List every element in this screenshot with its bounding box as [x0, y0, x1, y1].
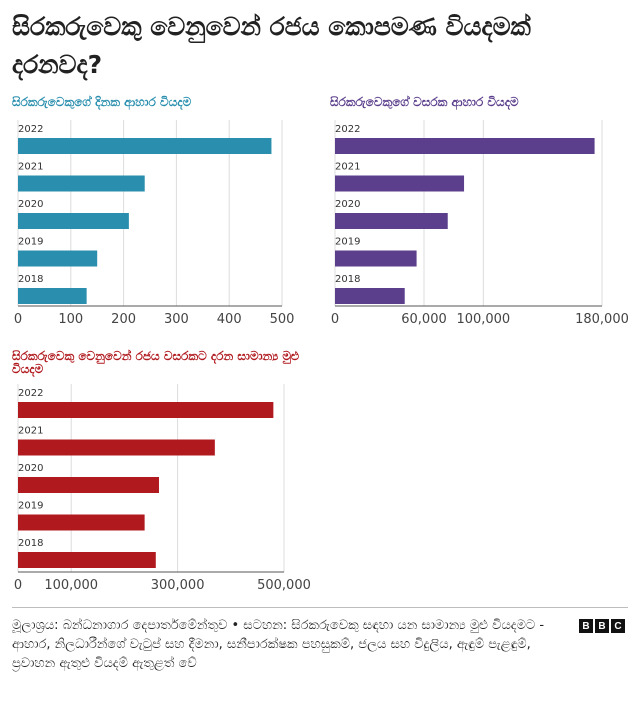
- category-label: 2019: [18, 501, 43, 512]
- bar: [18, 402, 274, 418]
- logo-letter: B: [579, 619, 593, 633]
- category-label: 2018: [18, 538, 43, 549]
- page-title: සිරකරුවෙකු වෙනුවෙන් රජය කොපමණ වියදමක් දර…: [12, 12, 531, 79]
- tick-label: 100: [58, 312, 83, 327]
- tick-label: 0: [14, 312, 22, 327]
- bar: [18, 175, 145, 192]
- chart-plot: 2022 2021 2020 2019 2018 0 100 200 300 400 500: [14, 120, 295, 327]
- tick-label: 300,000: [151, 578, 205, 593]
- category-label: 2020: [335, 199, 360, 210]
- bar: [335, 288, 405, 304]
- bar: [335, 138, 595, 154]
- logo-letter: B: [595, 619, 609, 633]
- logo-letter: C: [611, 619, 625, 633]
- tick-label: 100,000: [456, 312, 510, 327]
- bar: [18, 288, 87, 304]
- bar: [335, 175, 465, 192]
- footer-divider: [12, 607, 628, 608]
- chart-title: සිරකරුවෙකුගේ වසරක ආහාර වියදම: [330, 95, 519, 109]
- category-label: 2019: [335, 237, 360, 248]
- chart-plot: 2022 2021 2020 2019 2018 0 60,000 100,000 180,00…: [331, 120, 629, 327]
- chart-title: සිරකරුවෙකු වෙනුවෙන් රජය වසරකට දරන සාමාන්…: [12, 349, 300, 376]
- daily-food-cost-chart: සිරකරුවෙකුගේ දිනක ආහාර වියදම 2022 2021 202…: [12, 96, 302, 332]
- tick-label: 100,000: [44, 578, 98, 593]
- tick-label: 400: [217, 312, 242, 327]
- tick-label: 60,000: [401, 312, 447, 327]
- bar: [18, 250, 98, 267]
- category-label: 2021: [18, 162, 43, 173]
- bar: [335, 250, 417, 267]
- bar: [18, 213, 129, 229]
- category-label: 2019: [18, 237, 43, 248]
- tick-label: 0: [14, 578, 22, 593]
- tick-label: 180,000: [575, 312, 629, 327]
- tick-label: 300: [164, 312, 189, 327]
- annual-food-cost-chart: සිරකරුවෙකුගේ වසරක ආහාර වියදම 2022 2021 202…: [330, 96, 632, 332]
- category-label: 2022: [18, 388, 43, 399]
- category-label: 2020: [18, 463, 43, 474]
- category-label: 2021: [335, 162, 360, 173]
- category-label: 2021: [18, 426, 43, 437]
- chart-title: සිරකරුවෙකුගේ දිනක ආහාර වියදම: [12, 95, 192, 109]
- category-label: 2018: [18, 274, 43, 285]
- bar: [18, 552, 156, 568]
- category-label: 2020: [18, 199, 43, 210]
- bar: [18, 477, 159, 493]
- bbc-logo: B B C: [579, 619, 625, 633]
- category-label: 2022: [335, 124, 360, 135]
- tick-label: 200: [111, 312, 136, 327]
- bar: [18, 439, 215, 456]
- chart-plot: 2022 2021 2020 2019 2018 0 100,000 300,000 500,0…: [14, 384, 311, 593]
- annual-total-cost-chart: සිරකරුවෙකු වෙනුවෙන් රජය වසරකට දරන සාමාන්…: [12, 350, 318, 596]
- tick-label: 0: [331, 312, 339, 327]
- footer-source-note: මූලාශ්‍රය: බන්ධනාගාර දෙපාර්තමේන්තුව • සට…: [12, 618, 545, 671]
- category-label: 2022: [18, 124, 43, 135]
- bar: [335, 213, 448, 229]
- tick-label: 500,000: [257, 578, 311, 593]
- tick-label: 500: [270, 312, 295, 327]
- bar: [18, 138, 272, 154]
- bar: [18, 514, 145, 531]
- category-label: 2018: [335, 274, 360, 285]
